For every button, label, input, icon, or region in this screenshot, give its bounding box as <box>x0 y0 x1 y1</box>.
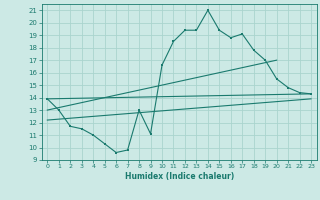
X-axis label: Humidex (Indice chaleur): Humidex (Indice chaleur) <box>124 172 234 181</box>
